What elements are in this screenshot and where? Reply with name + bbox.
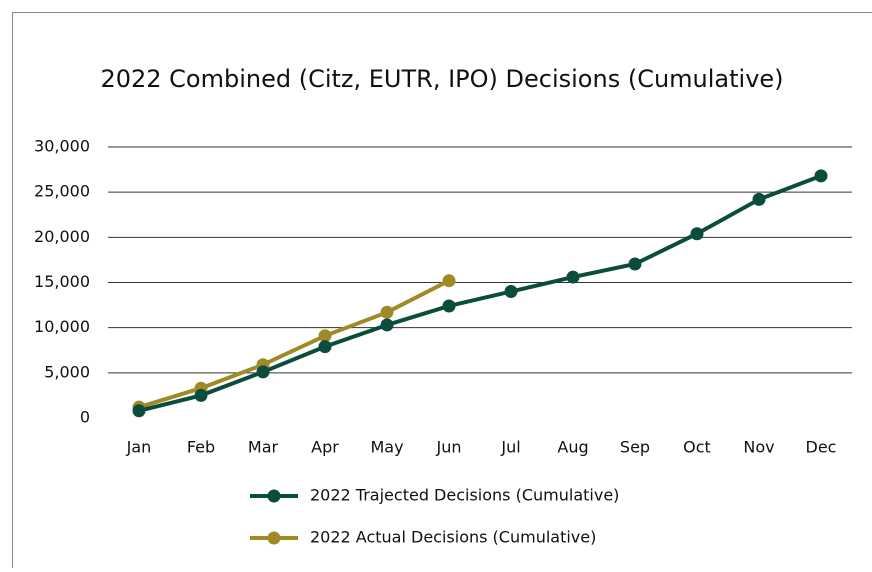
- x-tick-label: Apr: [311, 438, 339, 457]
- y-tick-label: 0: [80, 408, 90, 427]
- data-point: [257, 365, 270, 378]
- x-tick-label: Aug: [557, 438, 588, 457]
- data-point: [195, 389, 208, 402]
- data-point: [505, 285, 518, 298]
- x-tick-label: Jan: [126, 438, 152, 457]
- legend-label: 2022 Actual Decisions (Cumulative): [310, 528, 596, 547]
- chart-title: 2022 Combined (Citz, EUTR, IPO) Decision…: [100, 65, 783, 93]
- x-tick-label: May: [370, 438, 403, 457]
- series-line: [139, 281, 449, 407]
- data-point: [381, 318, 394, 331]
- y-tick-label: 20,000: [34, 227, 90, 246]
- x-tick-label: Oct: [683, 438, 711, 457]
- y-tick-label: 10,000: [34, 317, 90, 336]
- data-point: [815, 169, 828, 182]
- x-tick-label: Jun: [436, 438, 462, 457]
- data-point: [443, 299, 456, 312]
- x-tick-label: Jul: [500, 438, 520, 457]
- y-tick-label: 25,000: [34, 182, 90, 201]
- data-point: [567, 271, 580, 284]
- data-point: [629, 257, 642, 270]
- x-tick-label: Sep: [620, 438, 650, 457]
- y-tick-label: 30,000: [34, 137, 90, 156]
- data-point: [443, 274, 456, 287]
- data-point: [319, 340, 332, 353]
- x-tick-label: Mar: [248, 438, 279, 457]
- x-tick-label: Dec: [806, 438, 837, 457]
- data-point: [753, 193, 766, 206]
- y-tick-label: 5,000: [44, 362, 90, 381]
- x-tick-label: Feb: [187, 438, 215, 457]
- y-tick-label: 15,000: [34, 272, 90, 291]
- data-point: [691, 227, 704, 240]
- data-point: [133, 404, 146, 417]
- legend-marker: [268, 532, 281, 545]
- legend-marker: [268, 490, 281, 503]
- x-tick-label: Nov: [743, 438, 774, 457]
- data-point: [381, 306, 394, 319]
- legend-label: 2022 Trajected Decisions (Cumulative): [310, 486, 619, 505]
- series-line: [139, 176, 821, 411]
